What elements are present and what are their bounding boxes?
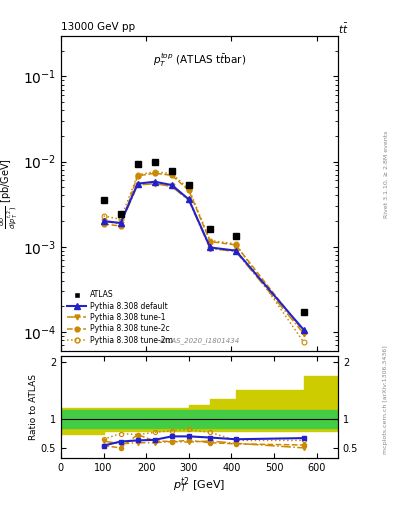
Text: ATLAS_2020_I1801434: ATLAS_2020_I1801434	[159, 338, 240, 345]
ATLAS	[118, 211, 123, 218]
Text: mcplots.cern.ch [arXiv:1306.3436]: mcplots.cern.ch [arXiv:1306.3436]	[383, 345, 388, 454]
Text: 13000 GeV pp: 13000 GeV pp	[61, 22, 135, 32]
ATLAS	[152, 159, 157, 165]
ATLAS	[301, 309, 306, 315]
Legend: ATLAS, Pythia 8.308 default, Pythia 8.308 tune-1, Pythia 8.308 tune-2c, Pythia 8: ATLAS, Pythia 8.308 default, Pythia 8.30…	[65, 288, 175, 347]
Text: $t\bar{t}$: $t\bar{t}$	[338, 22, 349, 36]
Y-axis label: $\frac{d\sigma^{t,2}}{d(p_T^{t,2})}$ [pb/GeV]: $\frac{d\sigma^{t,2}}{d(p_T^{t,2})}$ [pb…	[0, 158, 20, 229]
Y-axis label: Ratio to ATLAS: Ratio to ATLAS	[29, 374, 38, 440]
ATLAS	[169, 168, 174, 174]
ATLAS	[135, 161, 140, 167]
Text: Rivet 3.1.10, ≥ 2.8M events: Rivet 3.1.10, ≥ 2.8M events	[383, 131, 388, 218]
Line: ATLAS: ATLAS	[100, 159, 307, 316]
ATLAS	[233, 232, 238, 239]
ATLAS	[186, 182, 191, 188]
X-axis label: $p_T^{t2}$ [GeV]: $p_T^{t2}$ [GeV]	[173, 476, 226, 496]
Text: $p_T^{top}$ (ATLAS t$\bar{t}$bar): $p_T^{top}$ (ATLAS t$\bar{t}$bar)	[153, 52, 246, 70]
ATLAS	[208, 226, 213, 232]
ATLAS	[101, 197, 106, 203]
